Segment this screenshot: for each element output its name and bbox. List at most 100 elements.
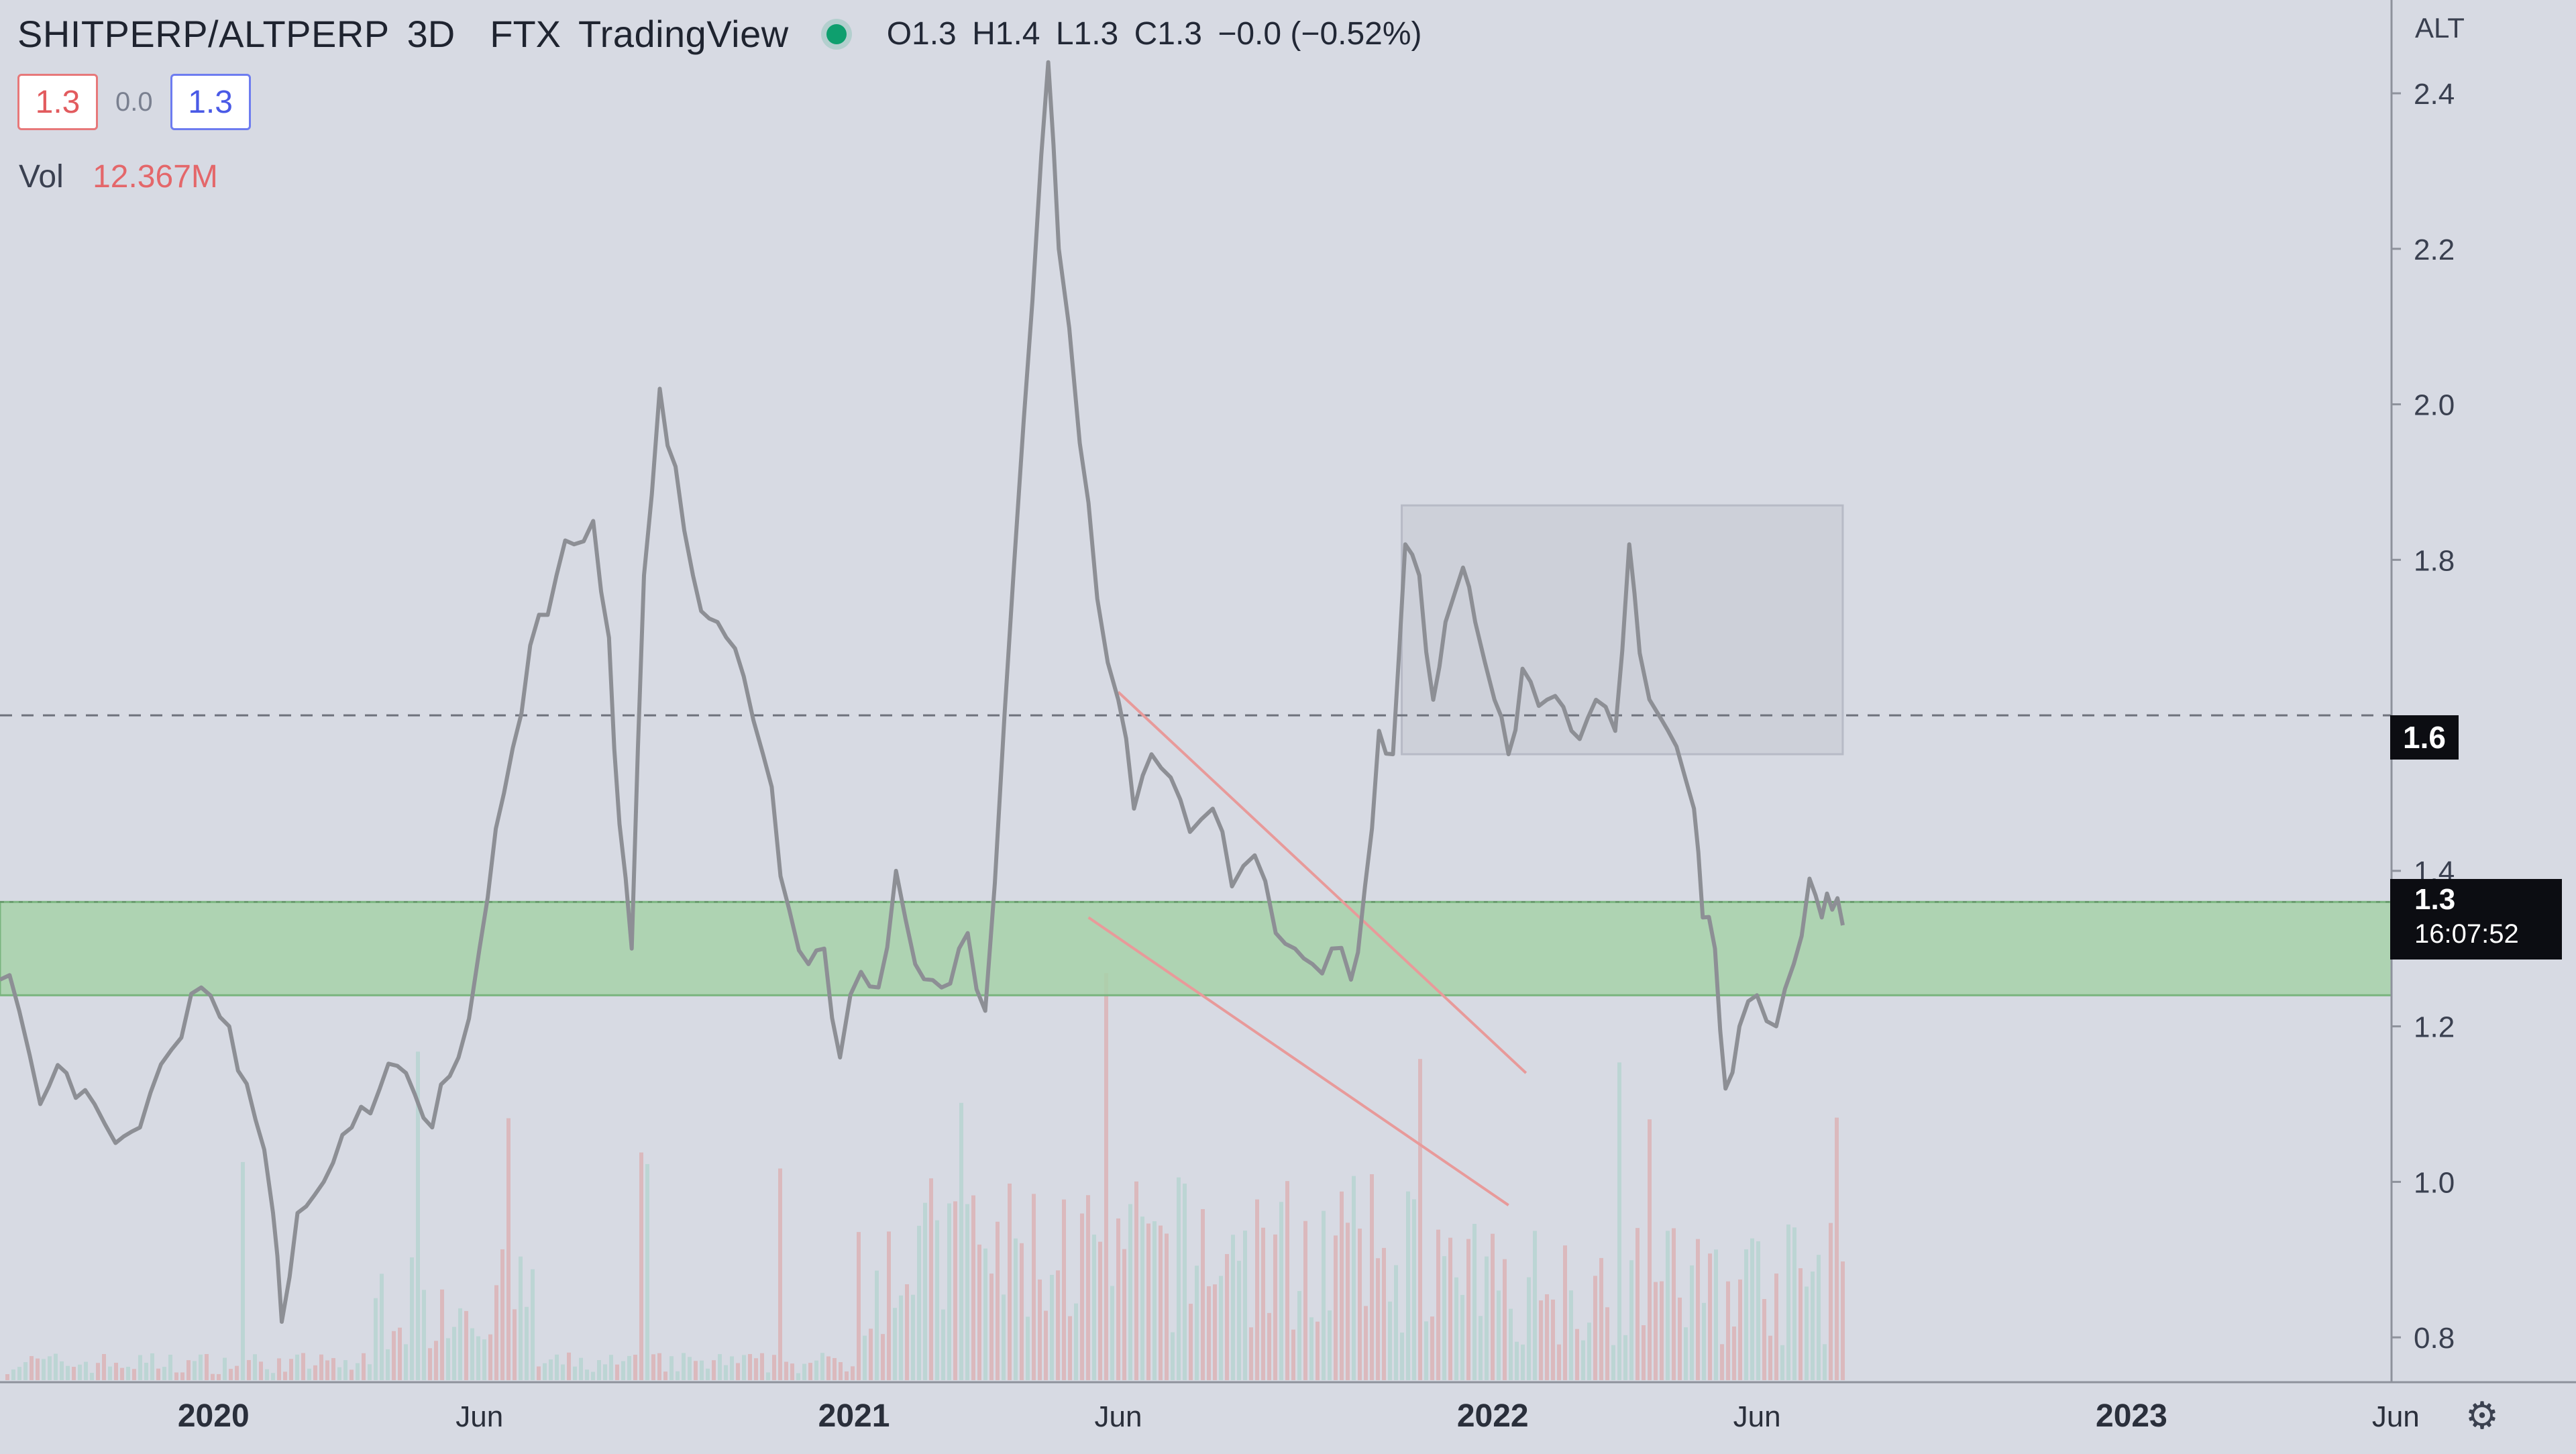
volume-bar (893, 1308, 897, 1380)
time-tick-label: Jun (2372, 1400, 2420, 1433)
volume-bar (1086, 1195, 1090, 1380)
volume-bar (1430, 1316, 1434, 1380)
volume-bar (561, 1364, 565, 1380)
volume-bar (1346, 1223, 1350, 1380)
volume-bar (1104, 973, 1108, 1380)
volume-bar (325, 1360, 329, 1380)
volume-bar (1020, 1243, 1024, 1380)
time-tick-label: 2021 (818, 1398, 890, 1434)
volume-bar (1231, 1235, 1235, 1380)
volume-bar (120, 1367, 124, 1380)
volume-bar (833, 1358, 837, 1380)
volume-bar (1068, 1316, 1072, 1380)
volume-bar (597, 1360, 601, 1380)
volume-bar (923, 1202, 927, 1380)
time-tick-label: Jun (1733, 1400, 1781, 1433)
volume-bar (1466, 1239, 1470, 1380)
volume-bar (392, 1331, 396, 1380)
volume-bar (1002, 1294, 1006, 1380)
volume-bar (1611, 1345, 1615, 1380)
volume-bar (1545, 1294, 1549, 1380)
volume-bar (482, 1339, 486, 1380)
volume-bar (253, 1354, 257, 1380)
volume-bar (1666, 1231, 1670, 1380)
buy-price-box[interactable]: 1.3 (170, 74, 251, 130)
volume-bar (1442, 1256, 1446, 1380)
bar-countdown: 16:07:52 (2414, 919, 2519, 949)
volume-bar (917, 1225, 921, 1380)
volume-bar (1165, 1233, 1169, 1380)
volume-bar (627, 1355, 631, 1380)
volume-bar (1768, 1335, 1772, 1380)
volume-bar (1074, 1303, 1078, 1380)
volume-bar (881, 1334, 885, 1380)
volume-bar (1472, 1224, 1477, 1380)
volume-bar (1756, 1241, 1760, 1380)
volume-bar (1110, 1286, 1114, 1380)
volume-bar (845, 1371, 849, 1380)
volume-bar (434, 1341, 438, 1380)
volume-bar (1291, 1329, 1295, 1380)
volume-bar (820, 1353, 824, 1380)
gear-icon[interactable]: ⚙ (2465, 1394, 2500, 1437)
volume-bar (1352, 1176, 1356, 1380)
volume-bar (1817, 1255, 1821, 1380)
volume-bar (953, 1201, 957, 1380)
interval-label[interactable]: 3D (407, 13, 455, 55)
volume-bar (802, 1363, 806, 1380)
volume-bar (1267, 1312, 1271, 1380)
volume-bar (1684, 1327, 1688, 1380)
volume-bar (609, 1355, 613, 1380)
volume-bar (90, 1373, 94, 1380)
volume-bar (259, 1361, 263, 1380)
volume-bar (1557, 1344, 1561, 1380)
volume-bar (1328, 1310, 1332, 1380)
volume-bar (525, 1306, 529, 1380)
volume-bar (404, 1344, 408, 1380)
ohlc-low: L1.3 (1055, 16, 1119, 52)
volume-bar (362, 1353, 366, 1380)
volume-bar (663, 1371, 667, 1380)
volume-bar (1285, 1181, 1289, 1380)
volume-bar (1418, 1059, 1422, 1380)
volume-bar (1213, 1284, 1217, 1380)
volume-bar (1382, 1247, 1386, 1380)
volume-bar (452, 1327, 456, 1380)
volume-bar (591, 1371, 595, 1380)
volume-bar (199, 1354, 203, 1380)
sell-price-box[interactable]: 1.3 (17, 74, 98, 130)
volume-bar (1587, 1322, 1591, 1380)
volume-bar (814, 1360, 818, 1380)
volume-bar (42, 1359, 46, 1380)
volume-bar (1062, 1199, 1066, 1380)
volume-bar (205, 1354, 209, 1380)
volume-bar (989, 1274, 994, 1380)
symbol-name[interactable]: SHITPERP/ALTPERP (17, 13, 390, 55)
volume-bar (1243, 1231, 1247, 1380)
volume-bar (150, 1353, 154, 1380)
volume-bar (1189, 1304, 1193, 1380)
volume-bar (1835, 1117, 1839, 1380)
volume-bar (808, 1363, 812, 1380)
volume-bar (1026, 1316, 1030, 1380)
volume-bar (1424, 1321, 1428, 1380)
volume-bar (784, 1361, 788, 1380)
volume-bar (108, 1366, 112, 1380)
volume-bar (1617, 1062, 1621, 1380)
volume-bar (1014, 1238, 1018, 1380)
volume-bar (1146, 1223, 1150, 1380)
volume-bar (30, 1356, 34, 1380)
volume-bar (271, 1373, 275, 1380)
volume-bar (754, 1358, 758, 1380)
live-dot-icon (826, 23, 847, 44)
volume-bar (331, 1358, 335, 1380)
volume-bar (60, 1361, 64, 1380)
volume-bar (935, 1220, 939, 1380)
volume-bar (72, 1367, 76, 1380)
volume-bar (1092, 1235, 1096, 1380)
volume-bar (229, 1369, 233, 1380)
volume-bar (1774, 1274, 1778, 1380)
volume-bar (1593, 1276, 1597, 1380)
volume-bar (996, 1221, 1000, 1380)
